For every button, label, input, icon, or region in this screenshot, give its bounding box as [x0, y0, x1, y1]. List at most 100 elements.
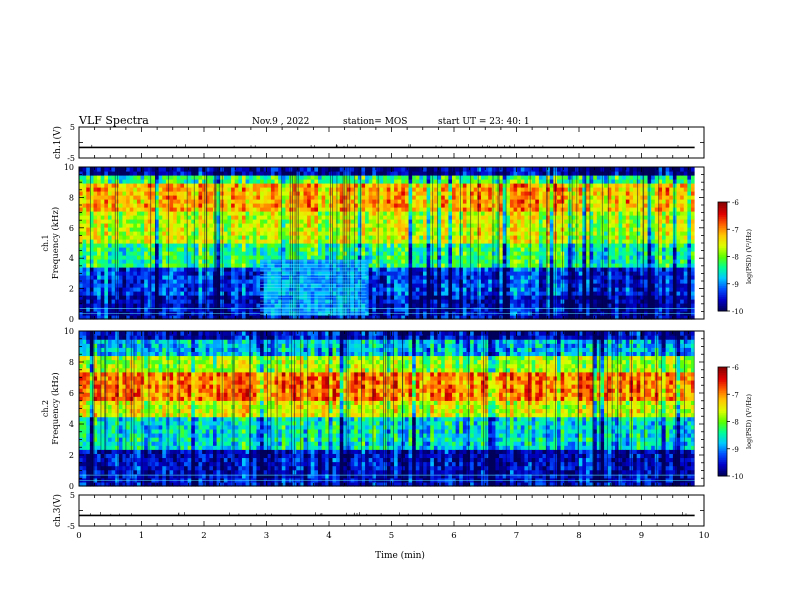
spectrogram-cell: [151, 263, 156, 268]
spectrogram-cell: [307, 211, 312, 216]
spectrogram-cell: [173, 303, 178, 308]
spectrogram-cell: [459, 203, 464, 208]
spectrogram-cell: [97, 307, 102, 312]
spectrogram-cell: [212, 259, 218, 264]
spectrogram-cell: [202, 227, 207, 232]
spectrogram-cell: [408, 303, 413, 308]
spectrogram-cell: [535, 311, 540, 316]
spectrogram-cell: [82, 215, 87, 220]
spectrogram-cell: [415, 167, 420, 172]
spectrogram-cell: [307, 167, 312, 172]
spectrogram-cell: [517, 235, 522, 240]
spectrogram-cell: [390, 167, 395, 172]
spectrogram-cell: [433, 251, 439, 256]
spectrogram-cell: [372, 187, 377, 192]
spectrogram-cell: [223, 235, 229, 240]
spectrogram-cell: [509, 271, 515, 276]
spectrogram-cell: [256, 303, 261, 308]
spectrogram-cell: [531, 239, 536, 244]
spectrogram-cell: [321, 303, 326, 308]
spectrogram-cell: [332, 295, 337, 300]
spectrogram-cell: [303, 183, 308, 188]
spectrogram-cell: [502, 295, 507, 300]
spectrogram-cell: [111, 203, 116, 208]
spectrogram-cell: [231, 263, 236, 268]
spectrogram-cell: [484, 303, 489, 308]
spectrogram-cell: [470, 235, 475, 240]
spectrogram-cell: [517, 239, 522, 244]
spectrogram-cell: [310, 211, 315, 216]
spectrogram-cell: [187, 195, 192, 200]
spectrogram-cell: [495, 223, 500, 228]
spectrogram-cell: [100, 175, 105, 180]
spectrogram-cell: [136, 191, 142, 196]
spectrogram-cell: [184, 279, 189, 284]
spectrogram-cell: [118, 179, 124, 184]
spectrogram-cell: [412, 195, 417, 200]
spectrogram-cell: [509, 243, 515, 248]
spectrogram-cell: [383, 187, 388, 192]
spectrogram-cell: [524, 295, 529, 300]
spectrogram-cell: [379, 211, 384, 216]
spectrogram-cell: [169, 295, 174, 300]
spectrogram-cell: [321, 251, 326, 256]
spectrogram-cell: [325, 311, 330, 316]
spectrogram-cell: [158, 171, 163, 176]
spectrogram-cell: [397, 255, 402, 260]
spectrogram-cell: [524, 267, 529, 272]
spectrogram-cell: [448, 207, 453, 212]
spectrogram-cell: [238, 219, 243, 224]
spectrogram-cell: [415, 191, 420, 196]
spectrogram-cell: [202, 243, 207, 248]
spectrogram-cell: [144, 295, 149, 300]
spectrogram-cell: [368, 243, 373, 248]
spectrogram-cell: [394, 235, 399, 240]
spectrogram-cell: [513, 247, 518, 252]
spectrogram-cell: [448, 287, 453, 292]
spectrogram-cell: [180, 311, 185, 316]
spectrogram-cell: [176, 271, 181, 276]
spectrogram-cell: [144, 203, 149, 208]
spectrogram-cell: [147, 227, 153, 232]
spectrogram-cell: [325, 275, 330, 280]
spectrogram-cell: [542, 199, 547, 204]
spectrogram-cell: [336, 295, 341, 300]
spectrogram-cell: [361, 227, 366, 232]
spectrogram-cell: [401, 175, 406, 180]
spectrogram-cell: [151, 211, 156, 216]
spectrogram-cell: [198, 171, 203, 176]
spectrogram-cell: [285, 219, 290, 224]
spectrogram-cell: [459, 311, 464, 316]
spectrogram-cell: [263, 303, 268, 308]
spectrogram-cell: [426, 291, 431, 296]
spectrogram-cell: [223, 211, 229, 216]
spectrogram-cell: [509, 295, 515, 300]
spectrogram-cell: [104, 303, 109, 308]
spectrogram-cell: [383, 279, 388, 284]
spectrogram-cell: [408, 311, 413, 316]
spectrogram-cell: [303, 311, 308, 316]
spectrogram-cell: [281, 259, 287, 264]
spectrogram-cell: [104, 275, 109, 280]
spectrogram-cell: [455, 299, 460, 304]
spectrogram-cell: [466, 263, 471, 268]
spectrogram-cell: [499, 275, 504, 280]
spectrogram-cell: [513, 187, 518, 192]
spectrogram-cell: [491, 275, 497, 280]
spectrogram-cell: [462, 311, 468, 316]
spectrogram-cell: [158, 267, 163, 272]
spectrogram-cell: [122, 223, 127, 228]
spectrogram-cell: [488, 231, 493, 236]
spectrogram-cell: [524, 283, 529, 288]
spectrogram-cell: [194, 263, 200, 268]
spectrogram-cell: [318, 291, 323, 296]
spectrogram-cell: [401, 219, 406, 224]
spectrogram-cell: [426, 239, 431, 244]
spectrogram-cell: [459, 307, 464, 312]
spectrogram-cell: [386, 247, 392, 252]
spectrogram-cell: [386, 287, 392, 292]
spectrogram-cell: [184, 259, 189, 264]
spectrogram-cell: [249, 255, 254, 260]
spectrogram-cell: [299, 271, 305, 276]
spectrogram-cell: [495, 275, 500, 280]
